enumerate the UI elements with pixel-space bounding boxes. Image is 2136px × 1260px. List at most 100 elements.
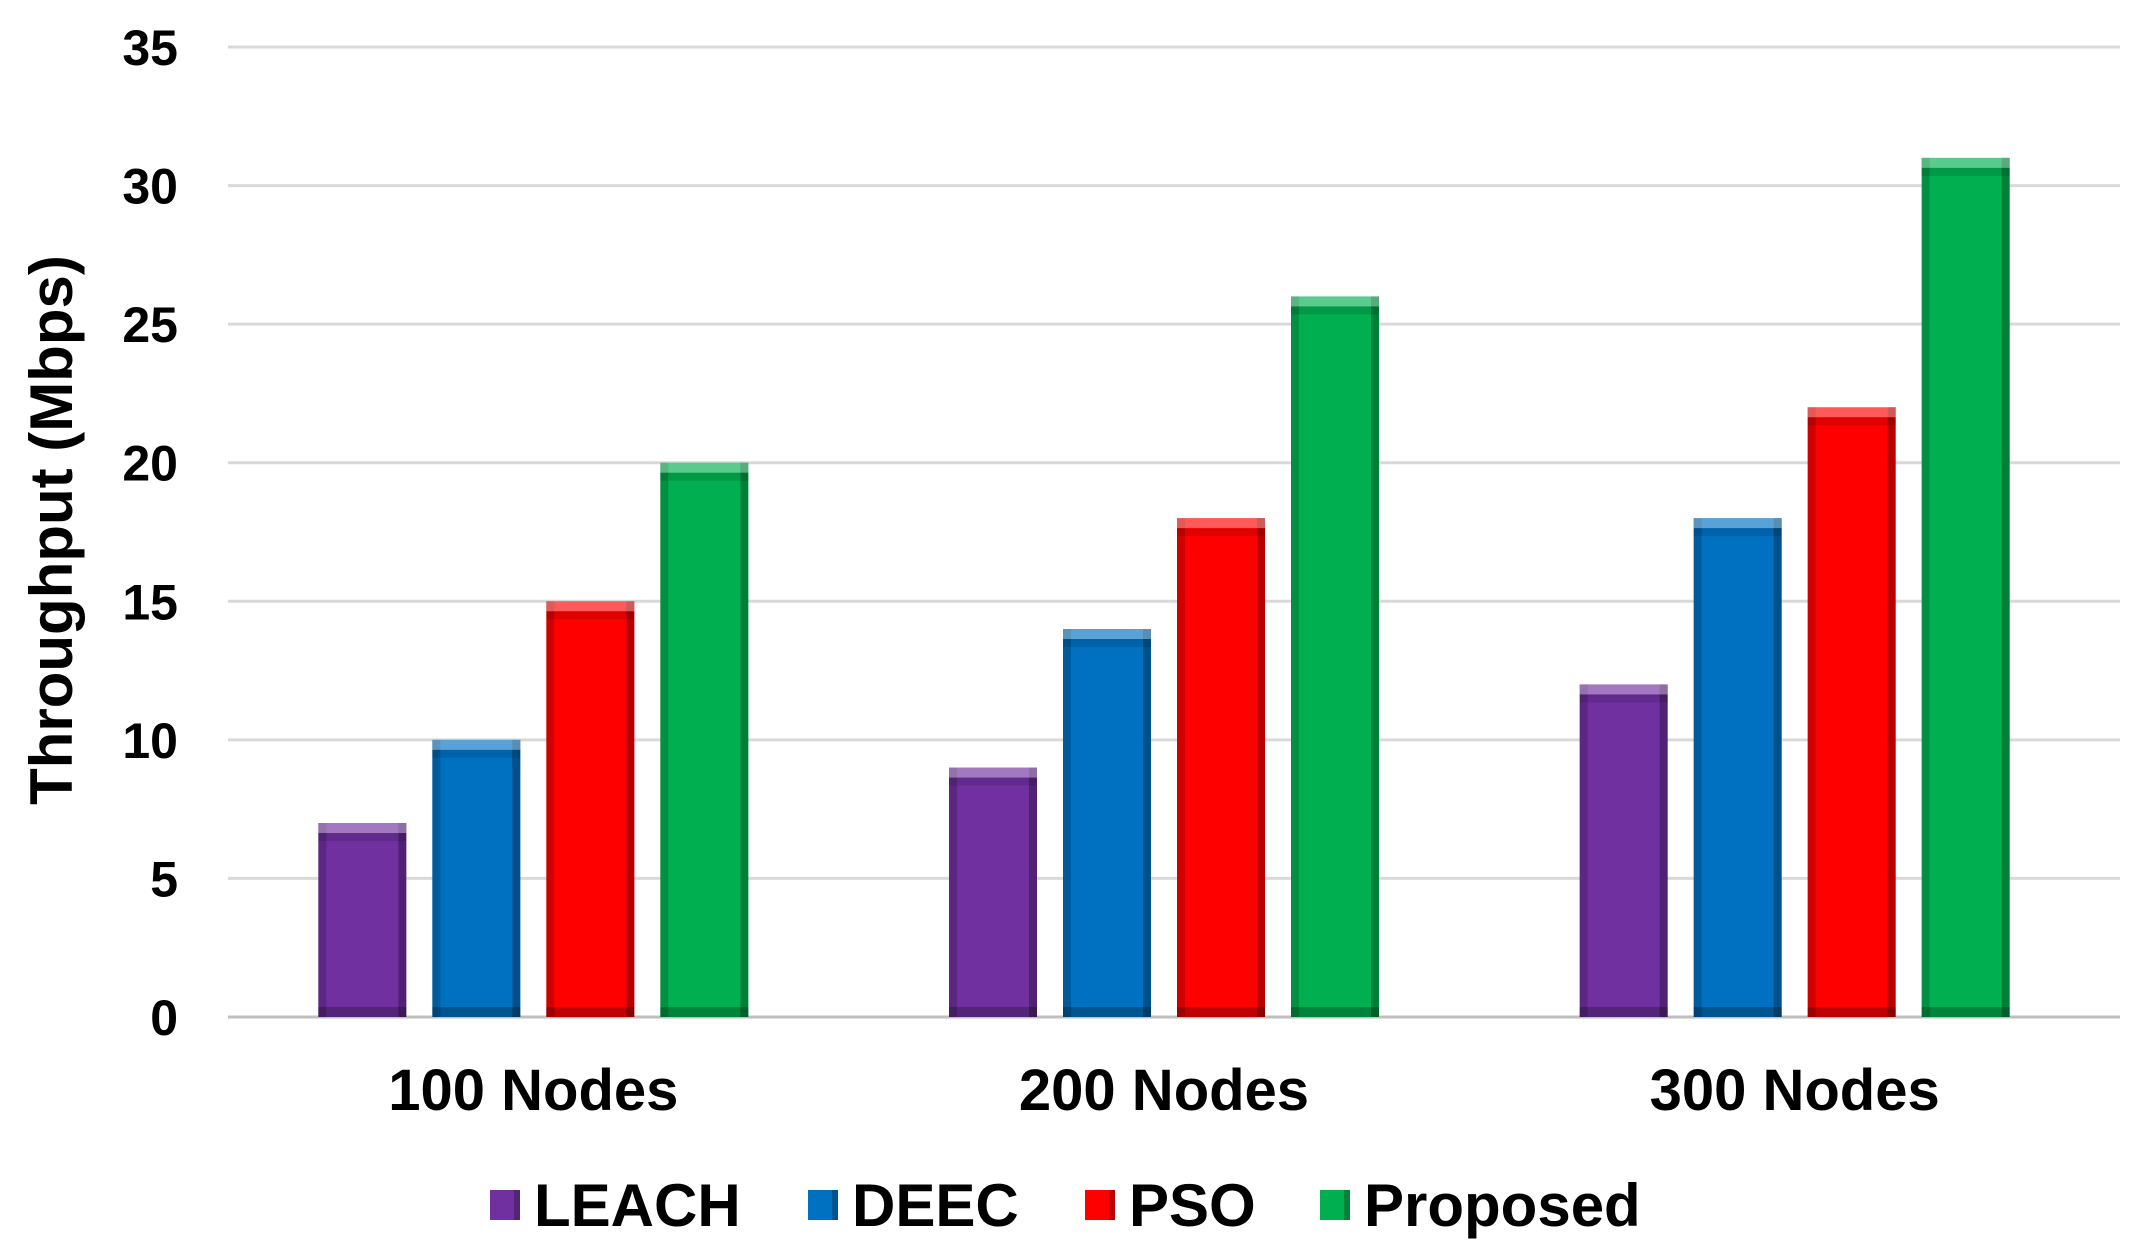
- y-axis-title: Throughput (Mbps): [18, 255, 85, 805]
- bar-top-bevel: [1177, 518, 1265, 529]
- bar-edge-right: [2001, 157, 2010, 1017]
- legend-label: PSO: [1129, 1172, 1256, 1239]
- bar-edge-left: [546, 601, 555, 1017]
- bar-top-bevel: [660, 462, 749, 473]
- y-tick-label: 5: [150, 851, 178, 907]
- bar-top-shadow: [1921, 167, 2010, 176]
- gridlines: [228, 45, 2120, 1019]
- legend-item-leach: LEACH: [490, 1172, 741, 1239]
- bar-edge-right: [1257, 518, 1265, 1017]
- bar-pso-3: [1807, 407, 1896, 1017]
- bar-body: [949, 767, 1037, 1017]
- bar-edge-left: [949, 767, 957, 1017]
- bar-top-shadow: [432, 749, 521, 758]
- bar-top-bevel: [318, 823, 407, 833]
- bar-bottom-bevel: [318, 1007, 407, 1017]
- bar-top-shadow: [660, 472, 749, 481]
- legend: LEACH DEEC PSO Proposed: [490, 1172, 1641, 1239]
- bar-pso-2: [1177, 518, 1265, 1017]
- bar-bottom-bevel: [1063, 1007, 1151, 1017]
- bar-body: [1579, 684, 1668, 1017]
- y-tick-label: 0: [150, 990, 178, 1046]
- y-tick-label: 35: [122, 20, 178, 76]
- bar-bottom-bevel: [1291, 1007, 1379, 1017]
- x-category-label: 300 Nodes: [1650, 1058, 1940, 1123]
- bar-edge-right: [1143, 629, 1151, 1017]
- y-axis-ticks: 0 5 10 15 20 25 30 35: [122, 20, 178, 1046]
- bar-edge-left: [660, 462, 669, 1017]
- bar-edge-right: [512, 739, 521, 1017]
- bar-leach-1: [318, 823, 407, 1017]
- x-category-label: 100 Nodes: [388, 1058, 678, 1123]
- bar-proposed-2: [1291, 296, 1379, 1017]
- legend-swatch-shade: [1344, 1190, 1350, 1220]
- y-tick-label: 30: [122, 159, 178, 215]
- bar-bottom-bevel: [1177, 1007, 1265, 1017]
- legend-item-pso: PSO: [1085, 1172, 1256, 1239]
- bar-edge-left: [1177, 518, 1185, 1017]
- legend-swatch: [1320, 1190, 1350, 1220]
- legend-item-deec: DEEC: [808, 1172, 1019, 1239]
- bar-top-shadow: [1693, 528, 1782, 537]
- bar-edge-right: [1887, 407, 1896, 1017]
- bar-deec-2: [1063, 629, 1151, 1017]
- bar-edge-left: [1693, 518, 1702, 1017]
- legend-swatch: [808, 1190, 838, 1220]
- bar-body: [1693, 518, 1782, 1017]
- legend-swatch-shade: [832, 1190, 838, 1220]
- bar-body: [1807, 407, 1896, 1017]
- bar-top-shadow: [1579, 694, 1668, 703]
- x-category-label: 200 Nodes: [1019, 1058, 1309, 1123]
- bar-bottom-bevel: [1579, 1007, 1668, 1017]
- bar-edge-right: [1659, 684, 1668, 1017]
- bar-top-bevel: [546, 601, 635, 612]
- bar-edge-left: [1921, 157, 1930, 1017]
- bar-edge-right: [398, 823, 407, 1017]
- bar-edge-right: [1773, 518, 1782, 1017]
- legend-swatch-shade: [514, 1190, 520, 1220]
- bar-edge-right: [740, 462, 749, 1017]
- legend-swatch: [490, 1190, 520, 1220]
- bar-top-shadow: [1063, 639, 1151, 647]
- bar-body: [318, 823, 407, 1017]
- bar-top-bevel: [1579, 684, 1668, 695]
- bar-top-shadow: [1807, 417, 1896, 426]
- bar-top-shadow: [1177, 528, 1265, 537]
- bar-bottom-bevel: [1693, 1007, 1782, 1017]
- bar-edge-left: [1063, 629, 1071, 1017]
- legend-item-proposed: Proposed: [1320, 1172, 1641, 1239]
- bar-top-bevel: [432, 739, 521, 750]
- y-tick-label: 15: [122, 574, 178, 630]
- bar-top-bevel: [949, 767, 1037, 778]
- bar-edge-right: [1371, 296, 1379, 1017]
- legend-label: DEEC: [852, 1172, 1019, 1239]
- y-tick-label: 25: [122, 297, 178, 353]
- bar-top-bevel: [1063, 629, 1151, 639]
- legend-label: Proposed: [1364, 1172, 1641, 1239]
- bar-edge-right: [626, 601, 635, 1017]
- bar-edge-left: [1807, 407, 1816, 1017]
- bar-top-bevel: [1291, 296, 1379, 307]
- bar-bottom-bevel: [1807, 1007, 1896, 1017]
- bar-top-shadow: [318, 833, 407, 841]
- x-axis-categories: 100 Nodes 200 Nodes 300 Nodes: [388, 1058, 1939, 1123]
- bar-edge-left: [1579, 684, 1588, 1017]
- bar-deec-3: [1693, 518, 1782, 1017]
- bar-edge-left: [432, 739, 441, 1017]
- bar-top-shadow: [546, 611, 635, 620]
- bar-deec-1: [432, 739, 521, 1017]
- bar-bottom-bevel: [949, 1007, 1037, 1017]
- bar-top-bevel: [1807, 407, 1896, 418]
- bar-bottom-bevel: [1921, 1007, 2010, 1017]
- bar-leach-2: [949, 767, 1037, 1017]
- bar-body: [1063, 629, 1151, 1017]
- bar-body: [546, 601, 635, 1017]
- bar-edge-right: [1029, 767, 1037, 1017]
- bar-bottom-bevel: [660, 1007, 749, 1017]
- bar-edge-left: [1291, 296, 1299, 1017]
- y-tick-label: 20: [122, 436, 178, 492]
- bar-body: [660, 462, 749, 1017]
- bar-top-shadow: [1291, 306, 1379, 315]
